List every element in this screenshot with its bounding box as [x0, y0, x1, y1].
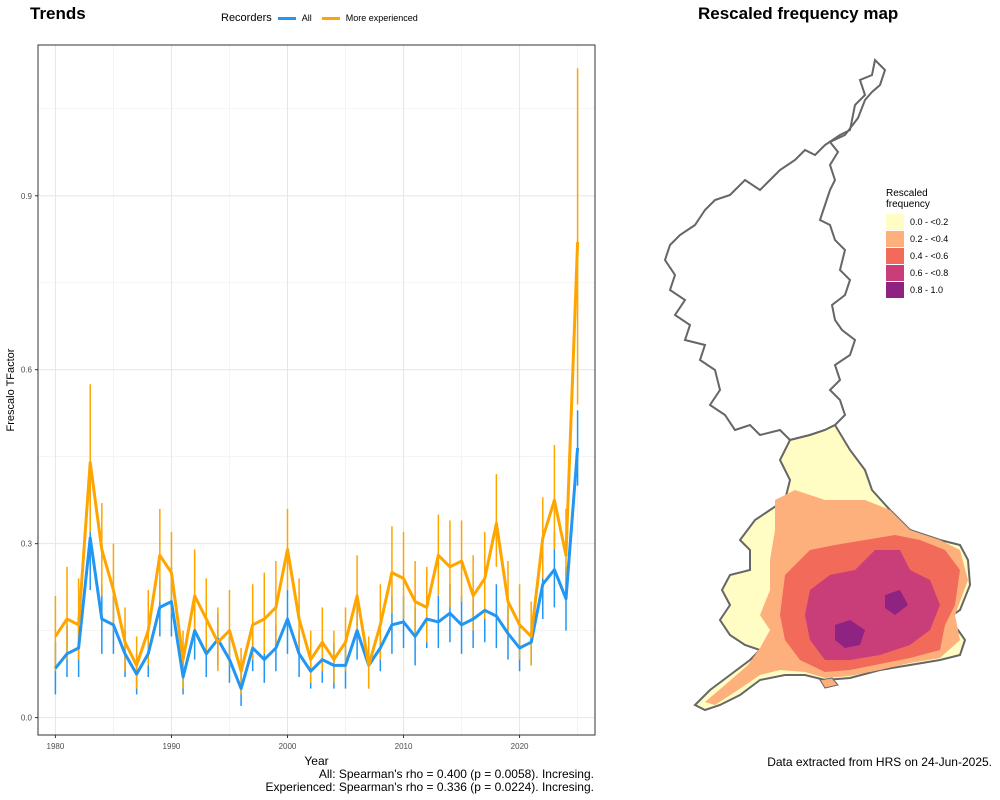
- y-tick-label: 0.3: [21, 540, 33, 549]
- map-legend-title-1: Rescaled: [886, 188, 928, 199]
- scotland-outline: [663, 57, 887, 442]
- trends-title: Trends: [30, 4, 86, 23]
- x-axis-label: Year: [304, 754, 328, 768]
- region-0-8-1-0-b: [885, 590, 908, 615]
- trend-chart: 0.0 0.3 0.6 0.9 1980 1990 2000 2010 2020 Year Fres…: [5, 44, 596, 768]
- legend-swatch-all: [277, 16, 296, 20]
- uk-frequency-map: [663, 57, 972, 712]
- y-tick-label: 0.6: [21, 366, 33, 375]
- map-legend-bin-1: 0.2 - <0.4: [886, 230, 948, 247]
- series-line-experienced: [54, 242, 580, 673]
- stats-experienced: Experienced: Spearman's rho = 0.336 (p =…: [265, 780, 595, 794]
- y-tick-label: 0.9: [21, 192, 33, 201]
- data-source-note: Data extracted from HRS on 24-Jun-2025.: [767, 755, 992, 769]
- y-axis-label: Frescalo TFactor: [5, 348, 17, 431]
- stats-all: All: Spearman's rho = 0.400 (p = 0.0058)…: [318, 767, 594, 781]
- bin-label-1: 0.2 - <0.4: [910, 233, 949, 244]
- bin-swatch-0: [886, 213, 904, 230]
- bin-swatch-4: [886, 281, 904, 298]
- bin-label-3: 0.6 - <0.8: [910, 267, 949, 278]
- bin-swatch-2: [886, 247, 904, 264]
- plot-border: [37, 44, 596, 736]
- chart-legend: Recorders All More experienced: [221, 12, 418, 24]
- bin-swatch-3: [886, 264, 904, 281]
- legend-title: Recorders: [221, 12, 272, 24]
- y-tick-label: 0.0: [21, 714, 33, 723]
- x-tick-label: 1990: [163, 742, 181, 751]
- x-tick-label: 2020: [511, 742, 529, 751]
- region-0-8-1-0: [835, 620, 865, 648]
- series-line-all: [54, 447, 580, 691]
- map-legend-bin-0: 0.0 - <0.2: [886, 213, 948, 230]
- spearman-stats: All: Spearman's rho = 0.400 (p = 0.0058)…: [266, 768, 595, 794]
- x-tick-label: 2000: [279, 742, 297, 751]
- legend-swatch-experienced: [321, 16, 340, 20]
- bin-label-0: 0.0 - <0.2: [910, 216, 949, 227]
- bin-swatch-1: [886, 230, 904, 247]
- map-title: Rescaled frequency map: [698, 4, 899, 23]
- bin-label-2: 0.4 - <0.6: [910, 250, 949, 261]
- map-legend-bin-4: 0.8 - 1.0: [886, 281, 948, 298]
- legend-label-experienced: More experienced: [345, 13, 418, 23]
- map-legend-title-2: frequency: [886, 199, 930, 210]
- map-legend-bin-2: 0.4 - <0.6: [886, 247, 948, 264]
- legend-label-all: All: [301, 13, 312, 23]
- isle-of-wight: [819, 677, 839, 689]
- x-tick-label: 1980: [47, 742, 65, 751]
- map-legend-bin-3: 0.6 - <0.8: [886, 264, 948, 281]
- x-tick-label: 2010: [395, 742, 413, 751]
- bin-label-4: 0.8 - 1.0: [910, 284, 944, 295]
- map-legend: Rescaled frequency 0.0 - <0.2 0.2 - <0.4…: [886, 188, 948, 298]
